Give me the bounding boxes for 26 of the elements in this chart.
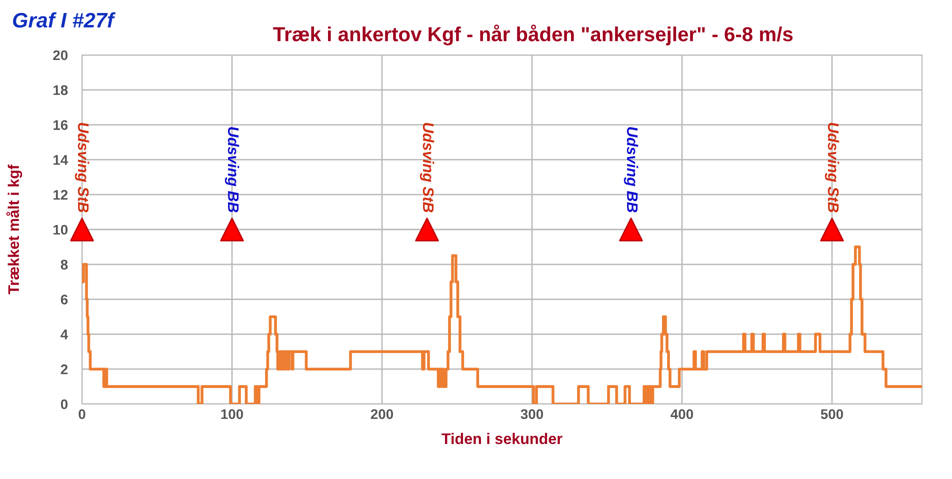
y-tick-label: 4 [60, 330, 68, 340]
annotation: Udsving BB [624, 127, 638, 212]
annotation: Udsving StB [824, 122, 840, 212]
y-tick-label: 2 [60, 364, 68, 374]
x-tick-label: 200 [370, 409, 394, 420]
annotation: Udsving StB [74, 122, 90, 212]
x-tick-label: 0 [78, 409, 86, 420]
chart-title: Træk i ankertov Kgf - når båden "ankersejler" - 6-8 m/s [273, 24, 793, 46]
y-axis-title: Trækket målt i kgf [6, 164, 22, 294]
y-tick-label: 18 [54, 85, 68, 96]
x-tick-label: 500 [820, 409, 844, 420]
text: Graf I #27f [13, 12, 116, 28]
annotation: Udsving StB [420, 122, 434, 212]
y-tick-label: 12 [54, 190, 68, 200]
x-axis-title: Tiden i sekunder [442, 432, 562, 444]
x-tick-label: 400 [670, 409, 694, 420]
x-tick-label: 100 [221, 409, 244, 420]
y-tick-label: 8 [60, 260, 68, 270]
y-tick-label: 0 [60, 399, 68, 410]
y-tick-label: 20 [53, 50, 68, 60]
y-tick-label: 16 [54, 120, 68, 130]
annotation: Udsving BB [224, 127, 240, 212]
x-tick-label: 300 [520, 409, 544, 420]
y-tick-label: 10 [54, 224, 68, 235]
y-tick-label: 6 [60, 294, 68, 304]
y-tick-label: 14 [54, 155, 68, 165]
